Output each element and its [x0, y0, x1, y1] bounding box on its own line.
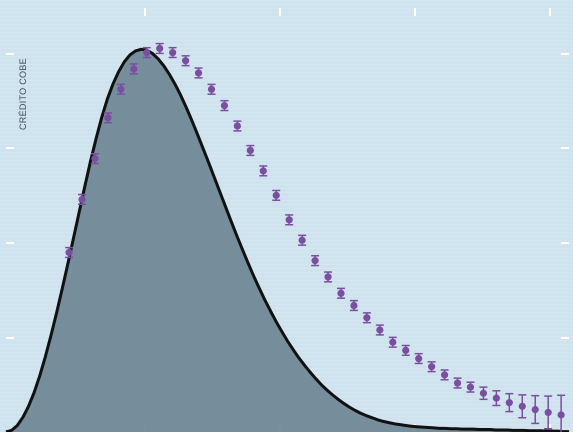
data-point: [362, 312, 371, 324]
data-marker: [531, 405, 539, 414]
data-marker: [415, 354, 423, 363]
data-marker: [311, 257, 319, 265]
data-marker: [233, 122, 241, 130]
data-marker: [259, 167, 267, 175]
data-marker: [156, 44, 164, 53]
data-point: [505, 392, 514, 413]
data-point: [259, 165, 268, 177]
data-marker: [518, 402, 526, 410]
data-point: [298, 234, 307, 246]
data-point: [246, 144, 255, 157]
spectrum-curve: [5, 47, 569, 432]
data-marker: [91, 155, 99, 163]
data-point: [531, 394, 540, 425]
data-marker: [117, 85, 125, 93]
data-marker: [143, 48, 151, 57]
data-point: [194, 67, 203, 79]
data-point: [557, 394, 566, 432]
data-point: [168, 46, 177, 59]
data-point: [414, 352, 423, 365]
data-point: [65, 246, 74, 259]
data-marker: [194, 69, 203, 77]
data-marker: [428, 363, 436, 371]
data-marker: [130, 65, 138, 73]
data-marker: [324, 273, 332, 281]
data-marker: [337, 289, 345, 297]
y-ticks-left: [6, 53, 14, 339]
data-marker: [285, 216, 293, 224]
data-point: [453, 377, 462, 389]
data-point: [311, 254, 320, 267]
data-point: [349, 299, 358, 312]
data-point: [155, 42, 164, 55]
data-marker: [544, 408, 552, 417]
data-marker: [246, 146, 254, 155]
data-point: [285, 214, 294, 226]
data-point: [492, 390, 501, 407]
data-marker: [492, 394, 500, 402]
measurement-points: [65, 42, 566, 432]
data-point: [440, 369, 449, 381]
data-point: [129, 63, 138, 75]
data-point: [375, 324, 384, 336]
spectrum-area: [6, 49, 569, 432]
data-marker: [466, 383, 475, 391]
data-point: [401, 344, 410, 357]
data-point: [103, 112, 112, 124]
data-point: [336, 287, 345, 299]
data-marker: [181, 57, 190, 65]
data-marker: [207, 85, 216, 93]
data-point: [220, 99, 229, 112]
data-point: [142, 46, 151, 59]
data-marker: [440, 371, 449, 379]
data-marker: [389, 338, 397, 346]
data-marker: [350, 301, 358, 310]
data-point: [544, 395, 553, 430]
x-ticks-top: [144, 8, 551, 16]
data-point: [78, 193, 87, 206]
data-marker: [505, 399, 513, 407]
image-credit: CRÉDITO COBE: [18, 58, 28, 130]
data-point: [466, 381, 475, 393]
data-point: [116, 83, 125, 95]
data-point: [272, 189, 281, 202]
data-marker: [453, 379, 462, 387]
data-marker: [479, 389, 488, 397]
data-marker: [104, 114, 112, 122]
data-point: [233, 120, 242, 132]
data-point: [207, 83, 216, 95]
data-point: [324, 271, 333, 283]
data-marker: [298, 236, 306, 244]
data-point: [518, 394, 527, 419]
data-point: [90, 152, 99, 165]
data-marker: [557, 411, 565, 419]
data-point: [427, 361, 436, 373]
data-marker: [78, 195, 86, 204]
data-marker: [169, 48, 177, 57]
data-marker: [65, 248, 73, 257]
data-point: [181, 55, 190, 67]
data-marker: [272, 191, 280, 199]
data-marker: [363, 314, 371, 322]
data-marker: [220, 102, 229, 110]
y-ticks-right: [561, 53, 569, 339]
data-marker: [376, 326, 384, 334]
data-point: [388, 336, 397, 348]
data-marker: [402, 346, 410, 354]
data-point: [479, 386, 488, 401]
